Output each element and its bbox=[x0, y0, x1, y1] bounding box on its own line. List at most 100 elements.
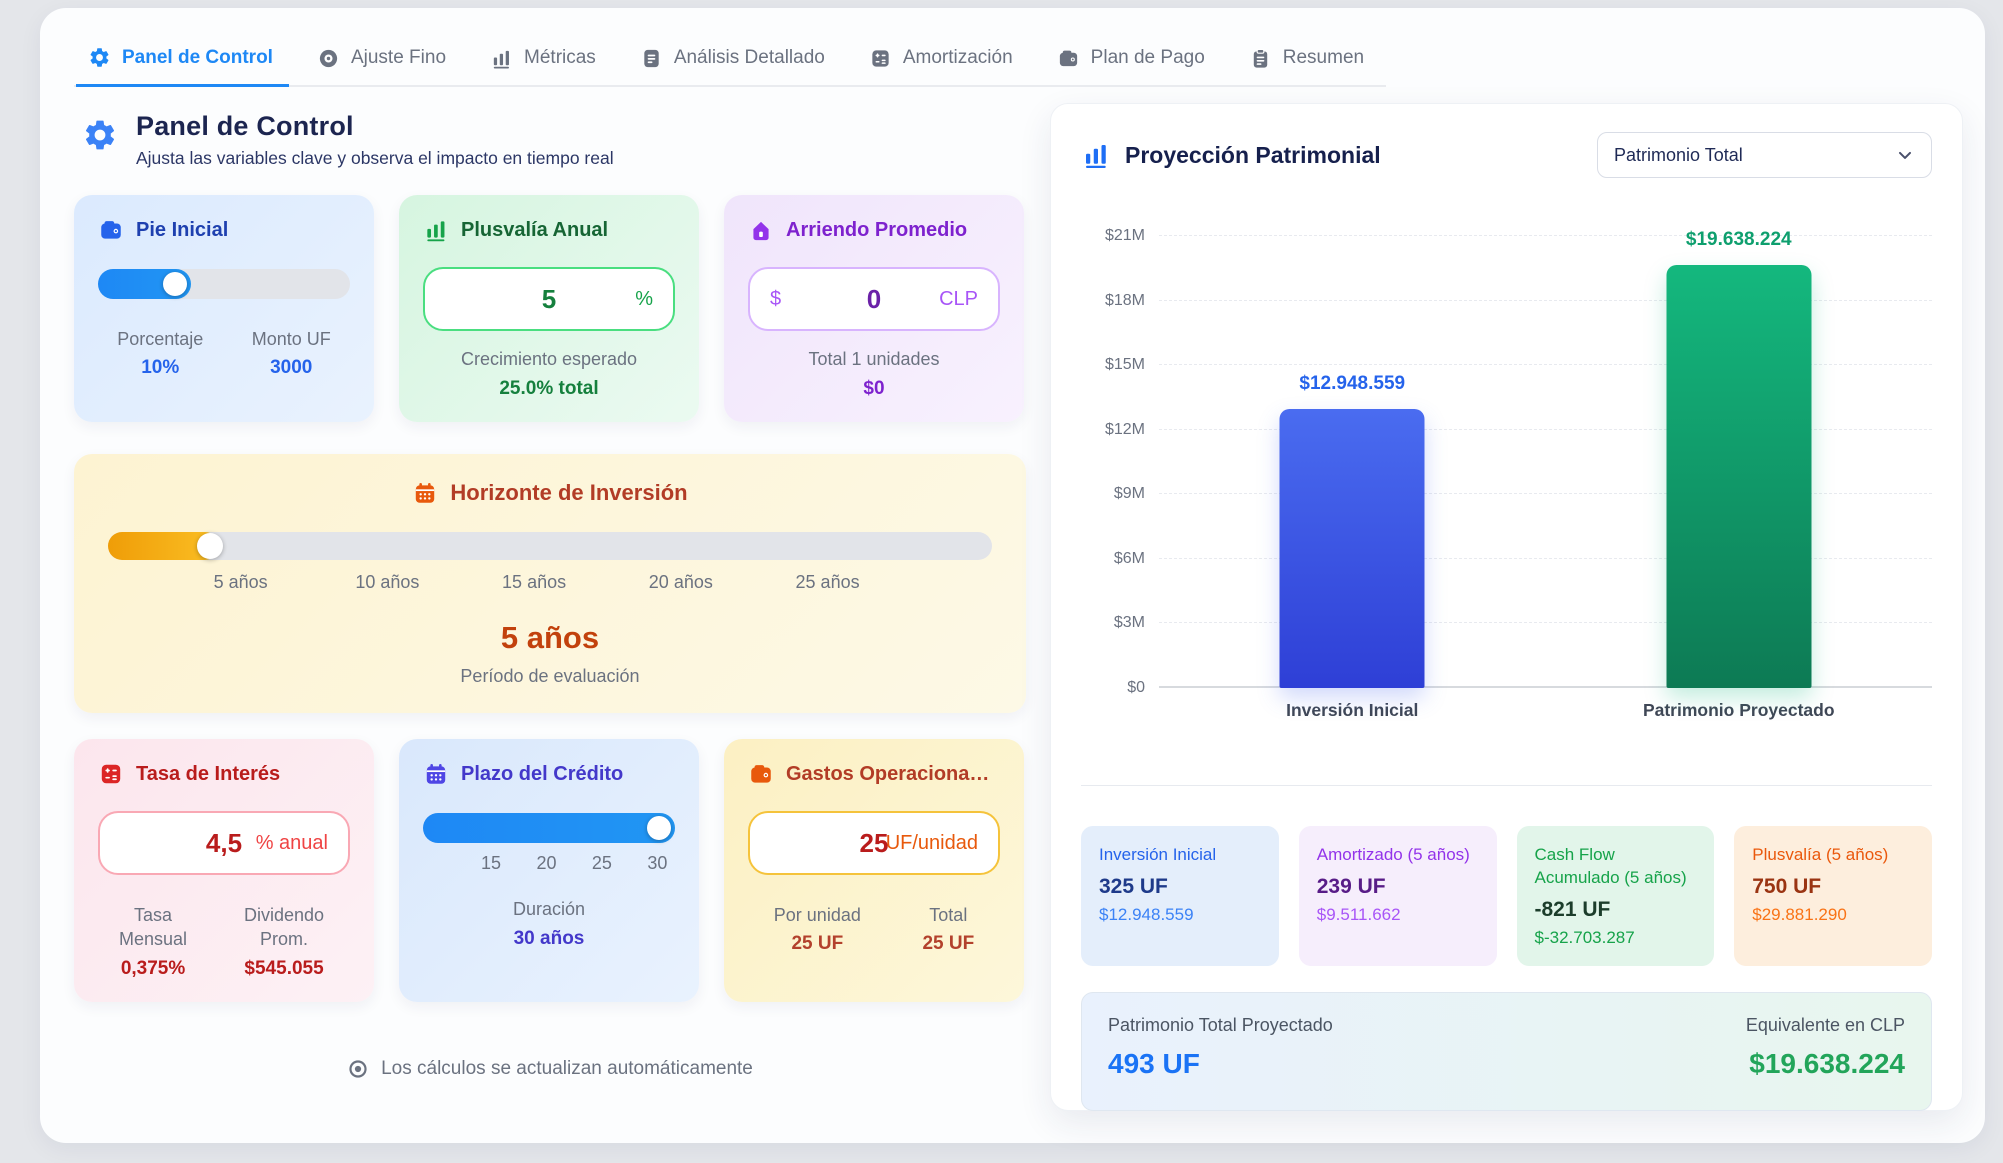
gridline bbox=[1159, 299, 1932, 301]
y-tick-label: $21M bbox=[1104, 227, 1145, 244]
page-title: Panel de Control bbox=[136, 111, 354, 141]
pie-inicial-slider-knob[interactable] bbox=[163, 272, 188, 296]
stat-label: Amortizado (5 años) bbox=[1316, 845, 1470, 864]
stat-card-amortizado-5-anos: Amortizado (5 años) 239 UF $9.511.662 bbox=[1298, 826, 1497, 966]
horizonte-tick-5-anos: 5 años bbox=[213, 572, 268, 592]
projection-select[interactable]: Patrimonio Total bbox=[1597, 132, 1932, 178]
chart-y-axis: $0 $3M $6M $9M $12M $15M $18M $21M bbox=[1081, 227, 1159, 696]
tab-bar: Panel de Control Ajuste Fino Métricas Análi… bbox=[74, 28, 1387, 87]
tab-label: Plan de Pago bbox=[1090, 47, 1205, 68]
plusvalia-input-box: % bbox=[423, 267, 675, 331]
plusvalia-input[interactable] bbox=[480, 283, 618, 315]
tasa-unit: % anual bbox=[255, 831, 328, 854]
gastos-unit: UF/unidad bbox=[885, 831, 978, 854]
arriendo-input-box: $ CLP bbox=[748, 267, 1000, 331]
bars-icon bbox=[423, 217, 449, 243]
gridline bbox=[1159, 622, 1932, 624]
card-title: Gastos Operaciona… bbox=[786, 762, 990, 785]
card-horizonte: Horizonte de Inversión 5 años 10 años 15 a… bbox=[74, 454, 1026, 713]
plazo-slider[interactable] bbox=[423, 813, 675, 843]
gastos-input[interactable] bbox=[805, 827, 943, 859]
plazo-value: 30 años bbox=[513, 928, 585, 949]
bars-icon bbox=[490, 47, 513, 70]
stat-label: Cash Flow Acumulado (5 años) bbox=[1534, 845, 1687, 887]
plusvalia-total: 25.0% total bbox=[499, 378, 599, 399]
horizonte-tick-25-anos: 25 años bbox=[795, 572, 860, 592]
tasa-mensual-value: 0,375% bbox=[120, 957, 186, 979]
tab-plan-de-pago[interactable]: Plan de Pago bbox=[1045, 37, 1221, 85]
tasa-mensual-label: Tasa Mensual bbox=[119, 905, 188, 950]
y-tick-label: $6M bbox=[1113, 549, 1145, 567]
gear-icon bbox=[82, 117, 118, 153]
card-title: Plazo del Crédito bbox=[461, 762, 624, 785]
page-subtitle: Ajusta las variables clave y observa el … bbox=[136, 148, 614, 168]
gastos-input-box: UF/unidad bbox=[748, 811, 1000, 875]
page-header: Panel de Control Ajusta las variables cl… bbox=[74, 111, 1026, 169]
arriendo-input[interactable] bbox=[805, 283, 943, 315]
panel-title: Proyección Patrimonial bbox=[1125, 141, 1381, 168]
tab-resumen[interactable]: Resumen bbox=[1237, 37, 1380, 85]
chart-bars-icon bbox=[1081, 140, 1111, 170]
calculator-icon bbox=[869, 47, 892, 70]
tab-label: Métricas bbox=[524, 47, 596, 68]
target-icon bbox=[317, 47, 340, 70]
plusvalia-unit: % bbox=[635, 287, 653, 310]
bar-slot-inversion-inicial: $12.948.559 bbox=[1159, 236, 1546, 688]
tab-amortizacion[interactable]: Amortización bbox=[857, 37, 1029, 85]
tab-analisis-detallado[interactable]: Análisis Detallado bbox=[628, 37, 841, 85]
bar-value-label: $12.948.559 bbox=[1299, 373, 1406, 395]
horizonte-slider-knob[interactable] bbox=[196, 533, 223, 559]
monto-uf-label: Monto UF bbox=[251, 329, 331, 349]
panel-divider bbox=[1081, 785, 1932, 786]
por-unidad-label: Por unidad bbox=[773, 905, 861, 925]
gridline bbox=[1159, 428, 1932, 430]
tab-label: Resumen bbox=[1282, 47, 1365, 68]
stat-uf-value: 239 UF bbox=[1316, 874, 1386, 898]
card-tasa: Tasa de Interés % anual Tasa Mensual 0,3… bbox=[74, 739, 374, 1002]
card-arriendo: Arriendo Promedio $ CLP Total 1 unidades… bbox=[724, 195, 1024, 422]
summary-label: Patrimonio Total Proyectado bbox=[1108, 1014, 1333, 1035]
stat-uf-value: 325 UF bbox=[1099, 874, 1168, 898]
wallet-icon bbox=[1057, 47, 1080, 70]
plazo-tick-15: 15 bbox=[481, 853, 502, 873]
summary-uf-value: 493 UF bbox=[1108, 1047, 1200, 1079]
horizonte-tick-20-anos: 20 años bbox=[648, 572, 713, 592]
horizonte-value: 5 años bbox=[500, 620, 600, 655]
plazo-tick-30: 30 bbox=[647, 853, 668, 873]
tab-metricas[interactable]: Métricas bbox=[478, 37, 612, 85]
plazo-slider-knob[interactable] bbox=[647, 816, 671, 840]
currency-prefix: $ bbox=[770, 287, 782, 310]
chart-plot: $12.948.559 $19.638.224 bbox=[1159, 229, 1933, 688]
gridline bbox=[1159, 557, 1932, 559]
projection-panel: Proyección Patrimonial Patrimonio Total … bbox=[1050, 103, 1963, 1111]
x-axis-label-patrimonio-proyectado: Patrimonio Proyectado bbox=[1642, 700, 1835, 720]
stat-clp-value: $29.881.290 bbox=[1752, 904, 1847, 924]
card-pie-inicial: Pie Inicial Porcentaje 10% Monto U bbox=[74, 195, 374, 422]
stat-card-inversion-inicial: Inversión Inicial 325 UF $12.948.559 bbox=[1081, 826, 1279, 966]
porcentaje-value: 10% bbox=[141, 357, 180, 379]
plazo-tick-20: 20 bbox=[536, 853, 557, 873]
horizonte-slider[interactable] bbox=[108, 532, 992, 560]
calendar-icon bbox=[412, 480, 438, 506]
wallet-icon bbox=[748, 761, 774, 787]
porcentaje-label: Porcentaje bbox=[117, 329, 204, 349]
select-value: Patrimonio Total bbox=[1614, 144, 1743, 165]
y-tick-label: $15M bbox=[1104, 356, 1145, 374]
bar-value-label: $19.638.224 bbox=[1685, 229, 1792, 251]
tab-ajuste-fino[interactable]: Ajuste Fino bbox=[305, 37, 462, 85]
bar-slot-patrimonio-proyectado: $19.638.224 bbox=[1546, 229, 1933, 688]
card-gastos: Gastos Operaciona… UF/unidad Por unidad … bbox=[724, 739, 1024, 1002]
pie-inicial-slider[interactable] bbox=[98, 269, 350, 299]
card-title: Arriendo Promedio bbox=[786, 218, 968, 241]
gear-icon bbox=[88, 46, 111, 69]
tab-panel-de-control[interactable]: Panel de Control bbox=[76, 36, 289, 87]
plazo-ticks: 15 20 25 30 bbox=[423, 853, 675, 877]
summary-bar: Patrimonio Total Proyectado 493 UF Equiv… bbox=[1081, 991, 1932, 1111]
tasa-input[interactable] bbox=[155, 827, 293, 859]
bar-patrimonio-proyectado bbox=[1666, 265, 1812, 688]
summary-clp-label: Equivalente en CLP bbox=[1745, 1014, 1905, 1035]
stat-label: Plusvalía (5 años) bbox=[1752, 845, 1889, 864]
y-tick-label: $0 bbox=[1127, 679, 1145, 696]
tab-label: Amortización bbox=[902, 47, 1013, 68]
summary-clp-value: $19.638.224 bbox=[1749, 1047, 1905, 1079]
